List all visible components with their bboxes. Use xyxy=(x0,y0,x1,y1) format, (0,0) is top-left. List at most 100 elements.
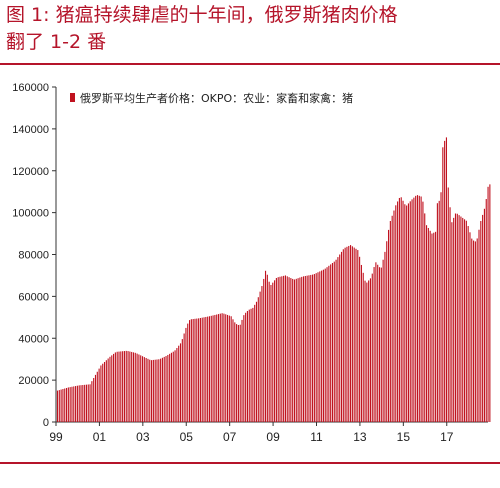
x-tick-label: 09 xyxy=(266,430,280,444)
bar xyxy=(435,231,437,422)
bar xyxy=(250,308,252,422)
bar xyxy=(387,229,390,422)
bar xyxy=(400,197,402,422)
bar xyxy=(411,199,413,422)
x-tick-label: 15 xyxy=(397,430,411,444)
bar xyxy=(223,313,225,422)
bar xyxy=(217,314,220,422)
bar xyxy=(154,359,156,422)
bar xyxy=(100,365,102,422)
bar xyxy=(205,316,207,422)
bar xyxy=(462,217,464,422)
bar xyxy=(330,264,332,422)
bar xyxy=(451,222,453,422)
bar xyxy=(237,324,239,422)
bar xyxy=(445,137,448,422)
bar xyxy=(333,261,335,422)
bar xyxy=(275,277,277,422)
bar xyxy=(415,195,417,422)
bar xyxy=(116,351,118,422)
bar xyxy=(297,278,299,422)
bar xyxy=(149,359,151,422)
footer-divider xyxy=(0,462,500,464)
bar xyxy=(234,322,236,422)
bar xyxy=(198,318,200,422)
bar xyxy=(118,351,120,422)
bar xyxy=(456,213,458,422)
bar xyxy=(71,386,73,422)
bar xyxy=(438,200,440,422)
bar xyxy=(440,192,442,422)
bar xyxy=(355,248,357,422)
bar xyxy=(389,221,391,422)
bar xyxy=(467,226,469,422)
legend-swatch xyxy=(70,93,75,102)
bar xyxy=(93,378,95,422)
bar xyxy=(225,314,227,422)
bar xyxy=(404,204,406,422)
bar xyxy=(335,259,337,422)
bar xyxy=(89,384,91,422)
bar xyxy=(465,220,467,422)
bar xyxy=(140,355,142,422)
bar xyxy=(478,229,480,422)
y-tick-label: 60000 xyxy=(18,291,49,303)
bar xyxy=(319,271,321,422)
x-tick-label: 03 xyxy=(136,430,150,444)
bar xyxy=(208,316,211,422)
bar xyxy=(109,356,111,422)
bar xyxy=(178,345,180,422)
bar xyxy=(189,320,191,422)
bar xyxy=(185,327,187,422)
bar xyxy=(107,358,109,422)
bar xyxy=(64,388,66,422)
bar xyxy=(160,358,162,422)
bar xyxy=(454,213,457,422)
y-axis: 0 20000 40000 60000 80000 100000 120000 140000 1… xyxy=(12,82,57,429)
bar xyxy=(138,354,140,422)
bar xyxy=(75,386,77,422)
bar xyxy=(283,275,285,422)
bar xyxy=(382,259,384,422)
bar xyxy=(407,203,410,422)
bar xyxy=(120,351,122,422)
bar xyxy=(179,343,182,422)
bar xyxy=(402,200,404,422)
bar xyxy=(442,147,444,423)
bar xyxy=(324,268,326,422)
bar xyxy=(232,319,234,422)
bar xyxy=(277,277,279,422)
bar xyxy=(103,361,106,422)
bar xyxy=(147,358,149,422)
bar xyxy=(228,315,230,422)
bar xyxy=(266,274,268,422)
bar xyxy=(255,301,258,422)
bar xyxy=(366,282,368,422)
bar xyxy=(429,230,431,422)
bar xyxy=(82,385,84,422)
bar xyxy=(67,387,69,422)
bar xyxy=(357,250,359,422)
bar xyxy=(299,277,301,422)
bar xyxy=(344,247,346,422)
bar xyxy=(201,317,203,422)
bar xyxy=(58,390,60,422)
x-tick-label: 17 xyxy=(440,430,454,444)
bar xyxy=(406,205,408,422)
bar xyxy=(301,276,303,422)
bar xyxy=(436,203,438,422)
bar xyxy=(284,275,286,422)
bar xyxy=(420,196,422,422)
bar xyxy=(290,278,292,422)
bar xyxy=(216,314,218,422)
bar xyxy=(212,315,214,422)
bar xyxy=(321,270,323,422)
bar xyxy=(310,274,312,422)
bar-series xyxy=(56,137,491,423)
bar xyxy=(304,275,306,422)
bar xyxy=(158,359,160,422)
bar xyxy=(422,201,424,422)
bar xyxy=(476,238,478,422)
bar xyxy=(199,318,201,422)
y-tick-label: 40000 xyxy=(18,333,49,345)
